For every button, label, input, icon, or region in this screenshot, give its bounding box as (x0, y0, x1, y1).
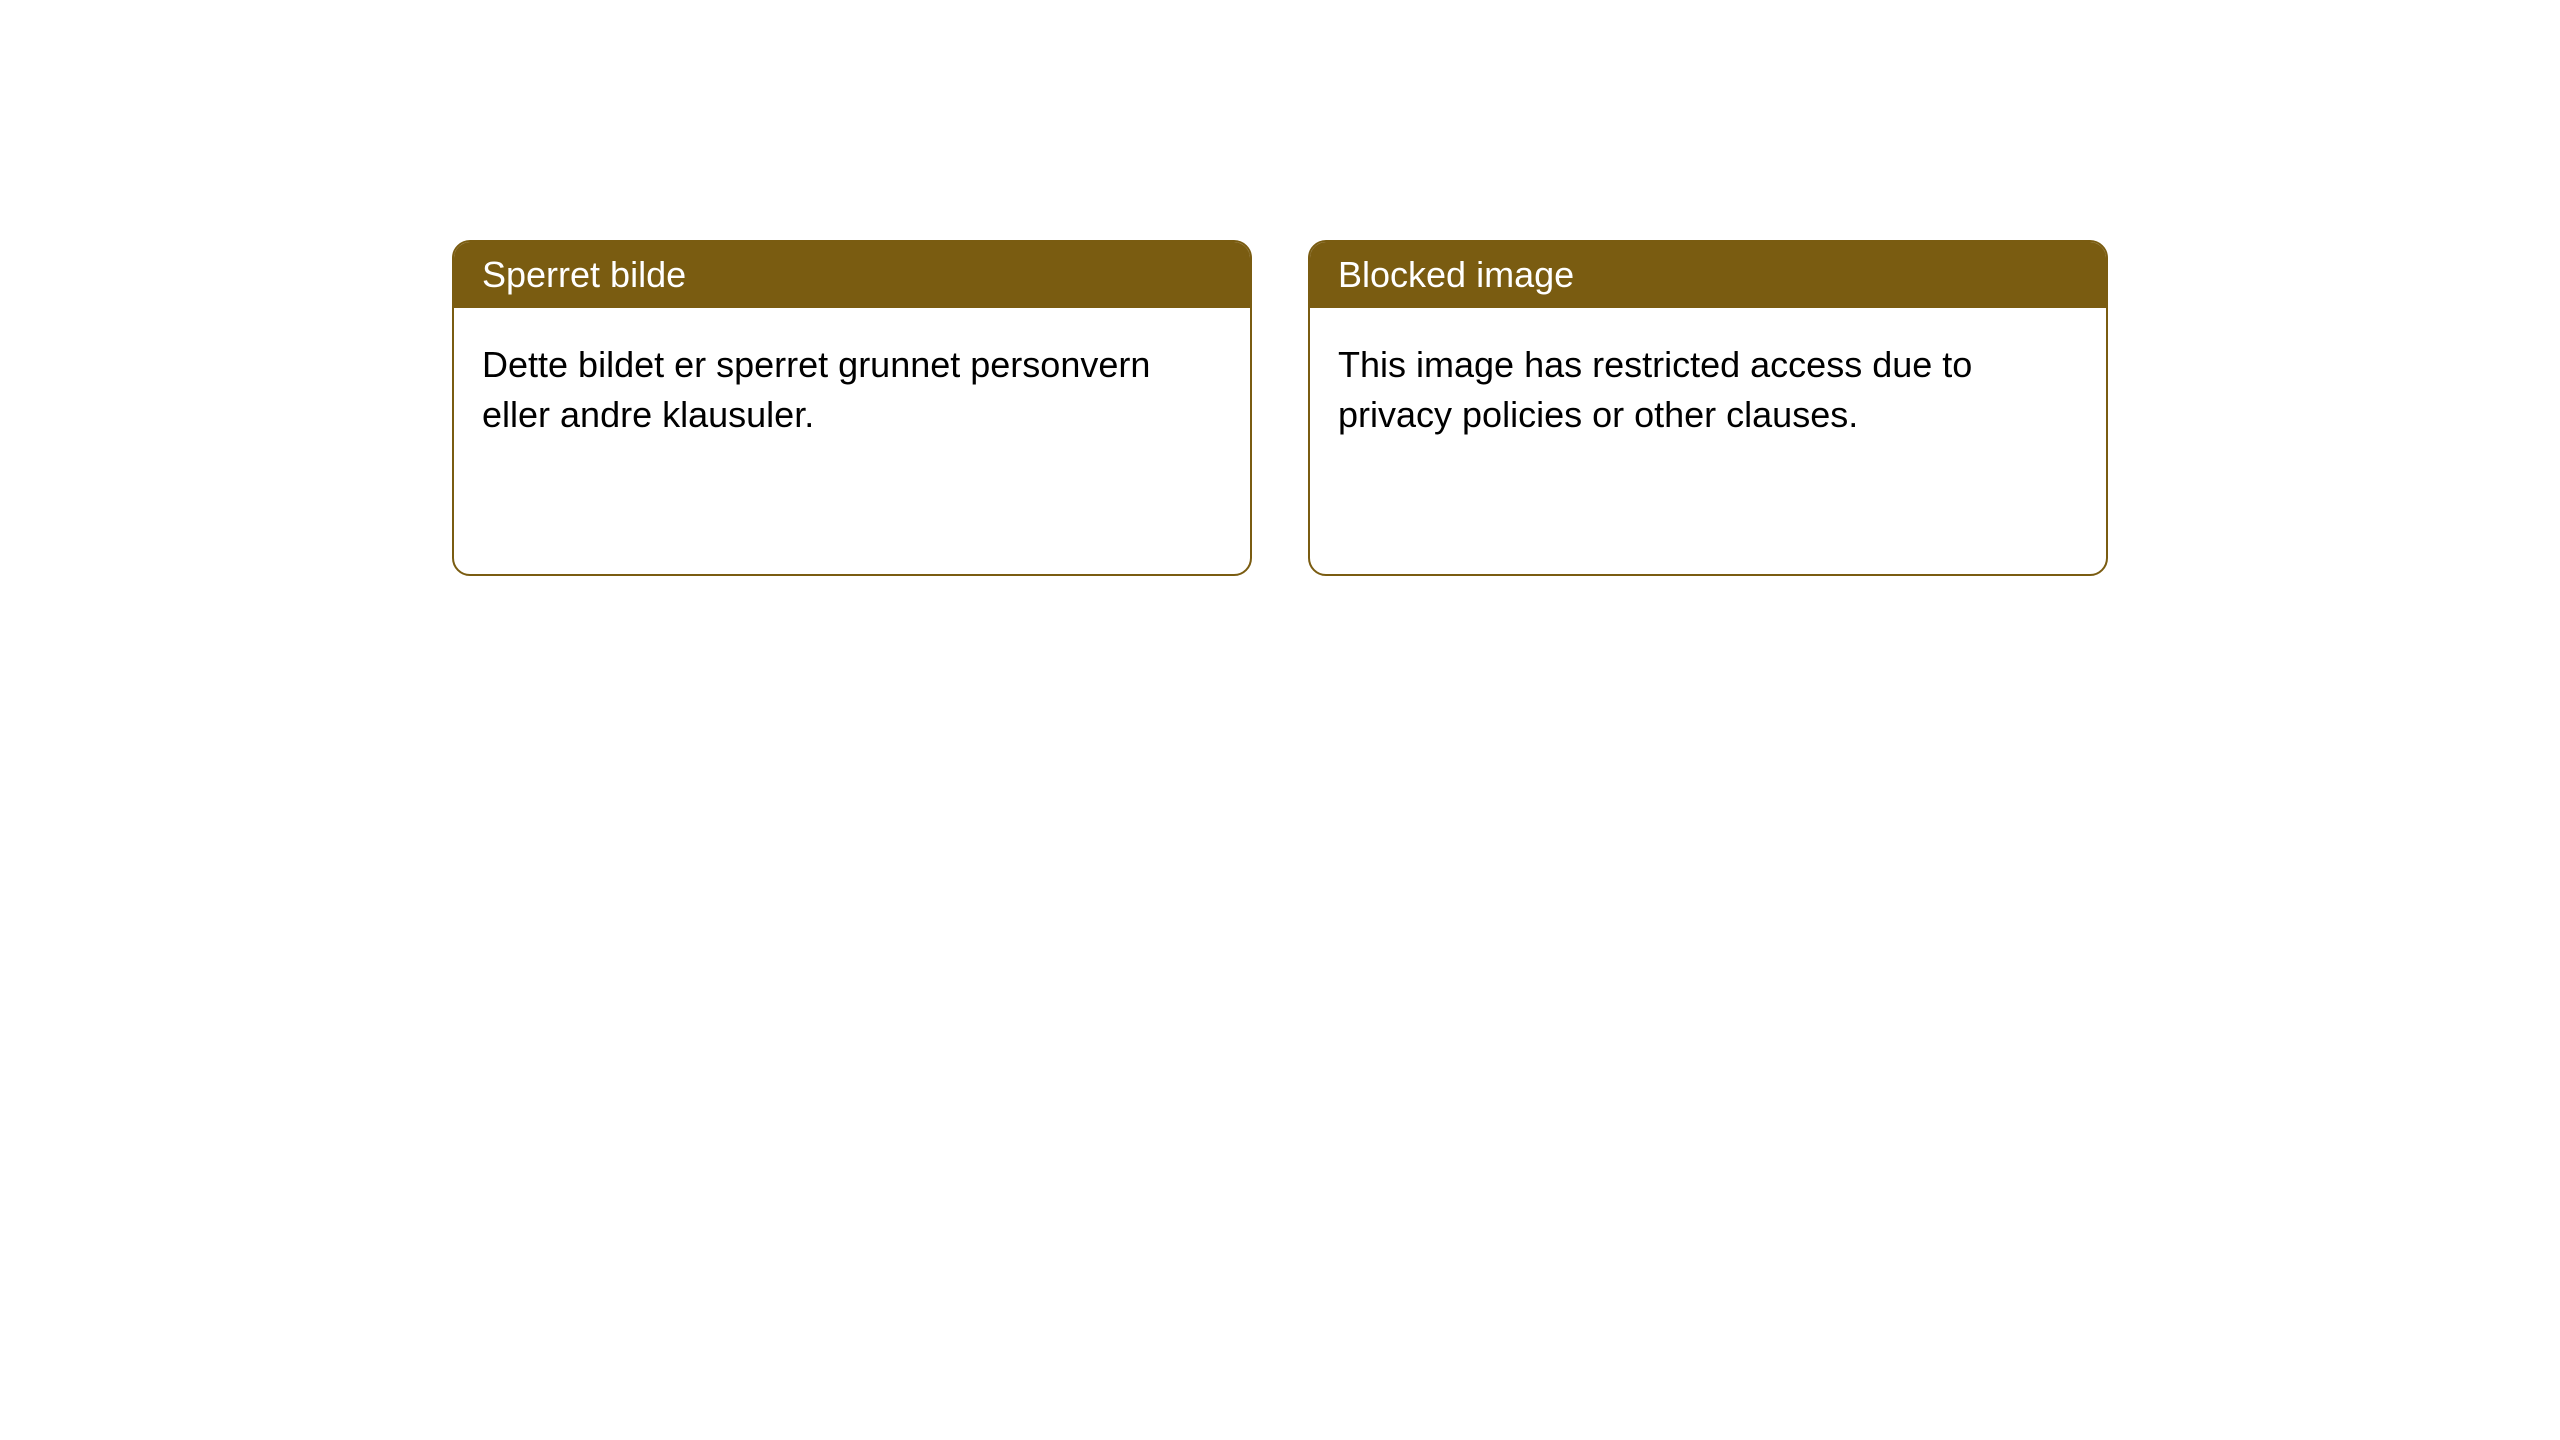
notices-container: Sperret bilde Dette bildet er sperret gr… (0, 0, 2560, 576)
notice-body: This image has restricted access due to … (1310, 308, 2106, 473)
notice-title: Blocked image (1338, 254, 1574, 295)
notice-header: Blocked image (1310, 242, 2106, 308)
notice-body-text: Dette bildet er sperret grunnet personve… (482, 344, 1150, 435)
notice-card-norwegian: Sperret bilde Dette bildet er sperret gr… (452, 240, 1252, 576)
notice-title: Sperret bilde (482, 254, 686, 295)
notice-body-text: This image has restricted access due to … (1338, 344, 1972, 435)
notice-body: Dette bildet er sperret grunnet personve… (454, 308, 1250, 473)
notice-card-english: Blocked image This image has restricted … (1308, 240, 2108, 576)
notice-header: Sperret bilde (454, 242, 1250, 308)
